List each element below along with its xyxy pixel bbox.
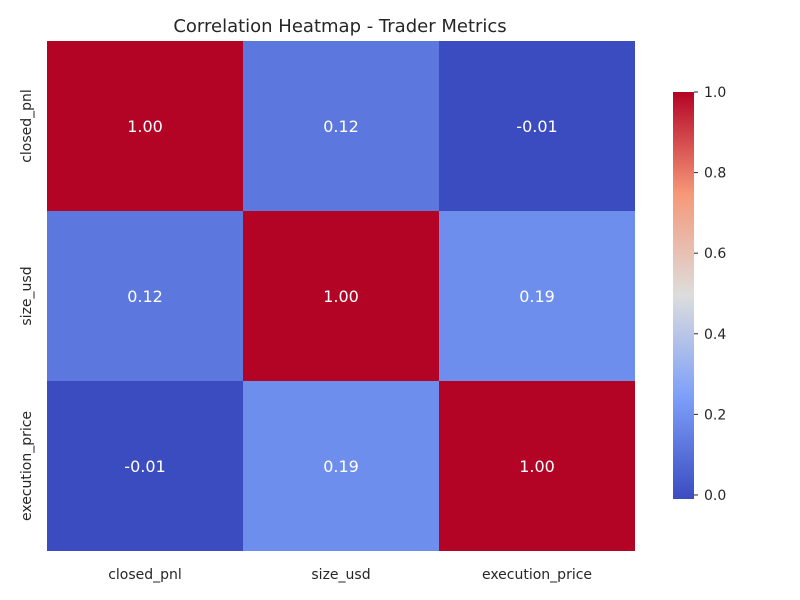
heatmap-cell bbox=[47, 381, 243, 551]
heatmap-cells: 1.00 0.12 -0.01 0.12 1.00 0.19 -0.01 0.19 1.00 bbox=[47, 41, 635, 551]
x-tick-label: size_usd bbox=[311, 567, 370, 583]
cell-value-label: 1.00 bbox=[127, 117, 163, 136]
heatmap-cell bbox=[243, 41, 439, 211]
colorbar-tick-label: 0.0 bbox=[704, 488, 726, 504]
x-axis-ticks: closed_pnl size_usd execution_price bbox=[108, 567, 592, 583]
y-tick-label: execution_price bbox=[19, 411, 35, 521]
cell-value-label: 1.00 bbox=[323, 287, 359, 306]
heatmap-cell bbox=[439, 381, 635, 551]
cell-value-label: 0.12 bbox=[323, 117, 359, 136]
colorbar-tick-label: 0.8 bbox=[704, 166, 726, 182]
heatmap-cell bbox=[439, 211, 635, 381]
y-axis-ticks: closed_pnl size_usd execution_price bbox=[19, 89, 35, 521]
cell-value-label: 0.19 bbox=[519, 287, 555, 306]
heatmap-cell bbox=[243, 381, 439, 551]
colorbar-tick-label: 0.2 bbox=[704, 407, 726, 423]
colorbar-gradient bbox=[673, 92, 694, 499]
colorbar-tick-label: 0.4 bbox=[704, 327, 726, 343]
cell-value-label: 0.19 bbox=[323, 457, 359, 476]
x-tick-label: closed_pnl bbox=[108, 567, 182, 583]
chart-title: Correlation Heatmap - Trader Metrics bbox=[173, 16, 506, 37]
heatmap-cell bbox=[243, 211, 439, 381]
colorbar-tick-label: 1.0 bbox=[704, 85, 726, 101]
cell-value-label: -0.01 bbox=[124, 457, 165, 476]
cell-value-label: 0.12 bbox=[127, 287, 163, 306]
colorbar: 0.0 0.2 0.4 0.6 0.8 1.0 bbox=[673, 85, 726, 504]
heatmap-cell bbox=[47, 211, 243, 381]
cell-value-label: 1.00 bbox=[519, 457, 555, 476]
cell-value-label: -0.01 bbox=[516, 117, 557, 136]
heatmap-cell bbox=[439, 41, 635, 211]
y-tick-label: closed_pnl bbox=[19, 89, 35, 163]
y-tick-label: size_usd bbox=[19, 266, 35, 325]
x-tick-label: execution_price bbox=[482, 567, 592, 583]
colorbar-tick-label: 0.6 bbox=[704, 246, 726, 262]
heatmap-cell bbox=[47, 41, 243, 211]
